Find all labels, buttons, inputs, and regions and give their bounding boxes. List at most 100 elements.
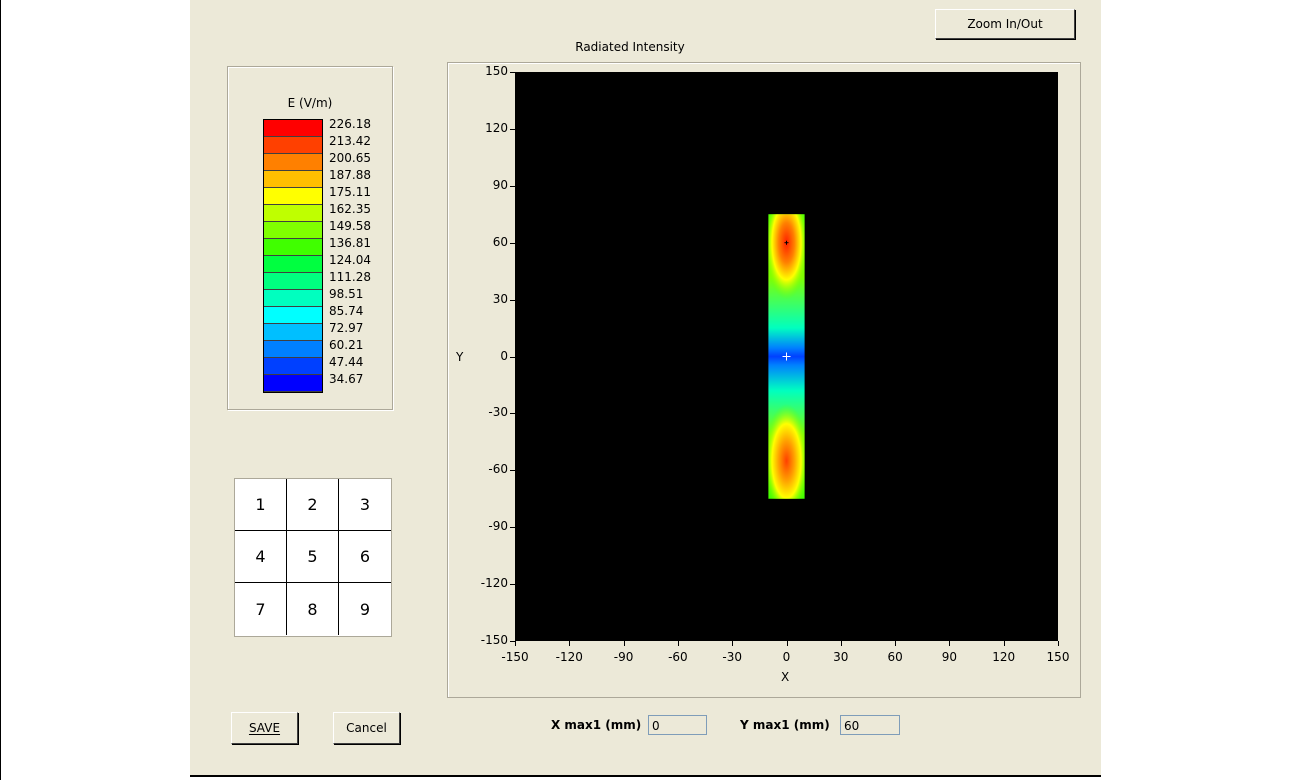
x-tick-mark [732,641,734,646]
legend-value: 200.65 [329,151,371,165]
y-tick-mark [510,584,515,586]
y-tick-label: -30 [488,405,508,420]
heatmap-svg [768,214,805,499]
legend-value: 85.74 [329,304,364,318]
keypad-cell-4[interactable]: 4 [235,531,287,583]
y-tick-mark [510,185,515,187]
legend-swatch [264,273,322,290]
legend-swatch [264,137,322,154]
legend-swatch [264,290,322,307]
y-tick-mark [510,356,515,358]
legend-swatch [264,256,322,273]
y-tick-mark [510,470,515,472]
legend-swatch [264,154,322,171]
x-tick-label: 90 [941,650,958,664]
legend-value: 213.42 [329,134,371,148]
x-tick-mark [569,641,571,646]
center-marker [782,352,791,361]
window-left-border [0,0,1,780]
legend-swatch [264,120,322,137]
x-tick-label: -60 [668,650,688,664]
legend-swatch [264,307,322,324]
x-tick-label: 0 [782,650,791,664]
cancel-button[interactable]: Cancel [333,712,400,744]
legend-swatch [264,222,322,239]
y-tick-mark [510,527,515,529]
x-tick-mark [677,641,679,646]
legend-value: 187.88 [329,168,371,182]
legend-value: 136.81 [329,236,371,250]
window-bottom-border [190,775,1101,777]
legend-value: 226.18 [329,117,371,131]
y-tick-label: -60 [488,462,508,477]
keypad-cell-3[interactable]: 3 [339,479,391,531]
legend-value: 34.67 [329,372,364,386]
y-tick-mark [510,413,515,415]
y-tick-label: -150 [480,633,508,647]
plot-title: Radiated Intensity [575,40,685,54]
x-tick-mark [786,641,788,646]
y-axis-label: Y [456,350,464,364]
plot-frame [447,62,1081,698]
x-tick-label: -30 [722,650,742,664]
keypad-cell-8[interactable]: 8 [287,583,339,635]
x-max-field: 0 [648,715,707,735]
keypad-cell-6[interactable]: 6 [339,531,391,583]
keypad-cell-2[interactable]: 2 [287,479,339,531]
legend-swatch [264,188,322,205]
x-tick-mark [1058,641,1059,646]
x-tick-label: -90 [613,650,634,664]
keypad-cell-7[interactable]: 7 [235,583,287,635]
save-button[interactable]: SAVE [231,712,298,744]
x-tick-label: 60 [887,650,903,664]
peak-bottom [768,403,805,499]
legend-value: 175.11 [329,185,371,199]
legend-swatch [264,358,322,375]
legend-swatch [264,205,322,222]
x-tick-mark [515,641,516,646]
legend-swatch [264,375,322,392]
x-axis-label: X [781,670,790,684]
plot-area[interactable] [515,72,1058,641]
legend-swatch [264,171,322,188]
x-tick-mark [949,641,951,646]
save-button-label: SAVE [248,721,281,735]
y-tick-label: 120 [485,120,508,135]
keypad-cell-9[interactable]: 9 [359,599,371,619]
y-tick-mark [510,72,515,73]
legend-value: 111.28 [329,270,371,284]
x-tick-mark [895,641,897,646]
zoom-in-out-button[interactable]: Zoom In/Out [935,9,1075,39]
x-tick-label: 120 [992,650,1016,664]
legend-value: 162.35 [329,202,371,216]
legend-swatches [263,119,323,393]
x-tick-label: 150 [1046,650,1070,664]
x-tick-label: 30 [833,650,849,664]
legend-swatch [264,341,322,358]
legend-value: 60.21 [329,338,364,352]
y-tick-label: 90 [492,177,508,192]
legend-swatch [264,239,322,256]
y-tick-label: 60 [492,234,508,249]
y-tick-mark [510,128,515,130]
x-tick-mark [1003,641,1005,646]
y-max-field: 60 [840,715,900,735]
y-tick-mark [510,242,515,244]
color-legend: E (V/m) 226.18 213.42 200.65 187.88 175.11 16… [227,66,393,410]
legend-value: 72.97 [329,321,364,335]
peak-top [768,214,805,300]
keypad-cell-1[interactable]: 1 [235,479,287,531]
x-tick-mark [623,641,625,646]
legend-title: E (V/m) [287,96,333,110]
legend-value: 47.44 [329,355,364,369]
y-tick-label: 30 [492,291,508,306]
keypad-cell-5[interactable]: 5 [287,531,339,583]
legend-swatch [264,324,322,341]
legend-value: 98.51 [329,287,364,301]
cancel-button-label: Cancel [346,721,387,735]
y-tick-label: -120 [480,576,508,591]
y-tick-label: -90 [488,519,508,534]
x-max-label: X max1 (mm) [551,718,642,732]
legend-value: 124.04 [329,253,371,267]
